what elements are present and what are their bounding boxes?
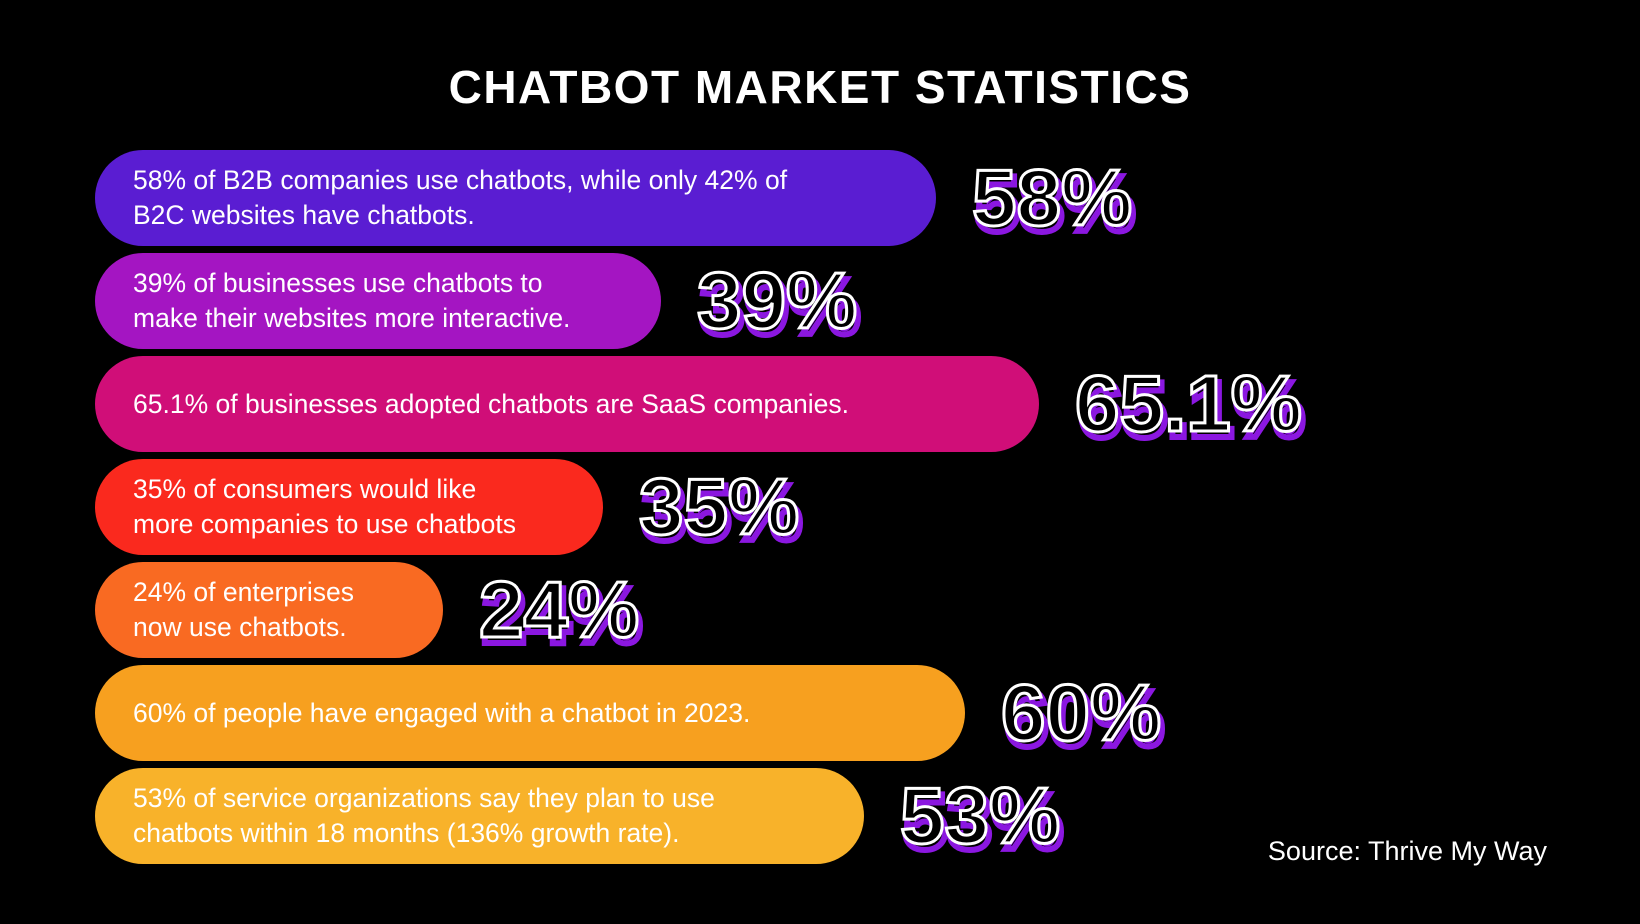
stat-bar: 53% of service organizations say they pl…: [95, 768, 864, 864]
stat-value: 35% 35%: [637, 459, 805, 561]
stat-bar-label: 58% of B2B companies use chatbots, while…: [133, 165, 788, 230]
stat-value-outline: 65.1%: [1074, 358, 1304, 450]
stat-row: 39% of businesses use chatbots to make t…: [95, 253, 863, 355]
stat-value-outline: 58%: [970, 152, 1133, 244]
stat-bar-label: 60% of people have engaged with a chatbo…: [133, 697, 751, 728]
stat-bar-label: 53% of service organizations say they pl…: [133, 783, 715, 848]
stat-bar: 24% of enterprises now use chatbots.: [95, 562, 443, 658]
page-title: CHATBOT MARKET STATISTICS: [448, 61, 1192, 113]
source-text: Source: Thrive My Way: [1267, 836, 1547, 866]
stat-row: 35% of consumers would like more compani…: [95, 459, 805, 561]
stat-bar-label: 24% of enterprises now use chatbots.: [133, 577, 354, 642]
stat-row: 65.1% of businesses adopted chatbots are…: [95, 356, 1308, 458]
stat-value: 60% 60%: [999, 665, 1167, 767]
stat-value-shadow: 65.1%: [1075, 362, 1308, 457]
stat-value-shadow: 24%: [479, 568, 645, 663]
stat-row: 24% of enterprises now use chatbots. 24%…: [95, 562, 645, 664]
stat-value: 24% 24%: [477, 562, 645, 664]
stat-row: 60% of people have engaged with a chatbo…: [95, 665, 1167, 767]
stat-value-shadow: 35%: [639, 465, 805, 560]
stat-value-outline: 24%: [477, 564, 640, 656]
stat-bar: 65.1% of businesses adopted chatbots are…: [95, 356, 1039, 452]
stat-value-shadow: 60%: [1001, 671, 1167, 766]
stat-bar: 35% of consumers would like more compani…: [95, 459, 603, 555]
stat-value-shadow: 58%: [972, 156, 1138, 251]
stat-value-shadow: 39%: [697, 259, 863, 354]
stat-row: 58% of B2B companies use chatbots, while…: [95, 150, 1138, 252]
stat-bar: 39% of businesses use chatbots to make t…: [95, 253, 661, 349]
stat-bar: 58% of B2B companies use chatbots, while…: [95, 150, 936, 246]
stat-value-outline: 35%: [637, 461, 800, 553]
stat-value-outline: 60%: [999, 667, 1162, 759]
stat-row: 53% of service organizations say they pl…: [95, 768, 1066, 870]
stat-bar: 60% of people have engaged with a chatbo…: [95, 665, 965, 761]
stat-value: 53% 53%: [898, 768, 1066, 870]
stat-value: 58% 58%: [970, 150, 1138, 252]
stat-value-outline: 39%: [695, 255, 858, 347]
stat-value-outline: 53%: [898, 770, 1061, 862]
stat-value-shadow: 53%: [900, 774, 1066, 869]
stat-bar-label: 65.1% of businesses adopted chatbots are…: [133, 388, 849, 419]
stat-bar-label: 35% of consumers would like more compani…: [133, 474, 516, 539]
stat-value: 39% 39%: [695, 253, 863, 355]
stat-bar-label: 39% of businesses use chatbots to make t…: [133, 268, 571, 333]
stat-value: 65.1% 65.1%: [1074, 356, 1308, 458]
